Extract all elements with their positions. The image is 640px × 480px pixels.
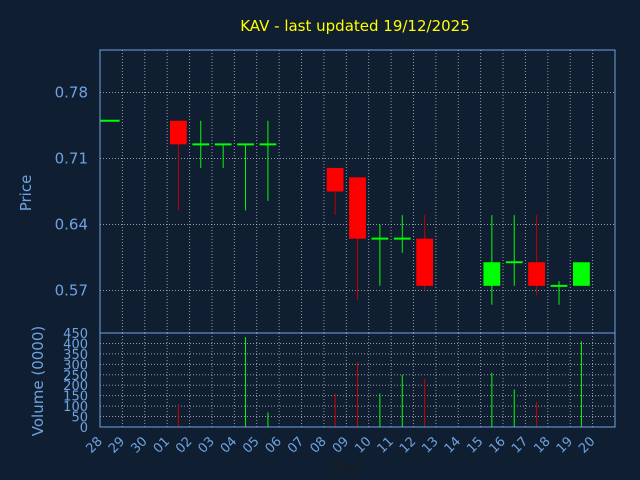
volume-tick-label: 350	[63, 348, 88, 363]
volume-tick-label: 300	[63, 358, 88, 373]
x-tick-label: 20	[576, 434, 598, 456]
price-tick-label: 0.57	[55, 282, 88, 300]
candle-body	[349, 177, 366, 239]
candle-body	[169, 120, 187, 145]
volume-tick-label: 250	[63, 369, 88, 384]
x-tick-label: 03	[195, 434, 217, 456]
x-tick-label: 15	[464, 434, 486, 456]
x-tick-label: 18	[531, 434, 553, 456]
x-tick-label: 09	[330, 434, 352, 456]
volume-tick-label: 200	[63, 379, 88, 394]
x-tick-label: 11	[375, 434, 397, 456]
volume-tick-label: 100	[63, 400, 88, 415]
x-tick-label: 14	[442, 434, 464, 456]
volume-axis-label: Volume (0000)	[29, 326, 47, 436]
volume-tick-label: 50	[71, 411, 88, 426]
candle-body	[483, 262, 501, 286]
volume-panel-frame	[99, 332, 616, 428]
volume-tick-label: 400	[63, 337, 88, 352]
x-tick-label: 17	[509, 434, 531, 456]
volume-tick-label: 450	[63, 327, 88, 342]
volume-tick-label: 150	[63, 390, 88, 405]
x-tick-label: 07	[285, 434, 307, 456]
x-tick-label: 28	[84, 434, 106, 456]
chart-title: KAV - last updated 19/12/2025	[240, 17, 470, 35]
gridlines	[100, 50, 615, 427]
candle-body	[416, 238, 434, 286]
x-tick-label: 19	[554, 434, 576, 456]
x-tick-label: 04	[218, 434, 240, 456]
price-axis-label: Price	[17, 175, 35, 212]
price-tick-label: 0.78	[55, 83, 88, 101]
price-tick-label: 0.71	[55, 149, 88, 167]
x-tick-label: 13	[419, 434, 441, 456]
volume-tick-label: 0	[80, 421, 88, 436]
day-axis-label: Day	[333, 460, 361, 476]
candle-body	[573, 262, 590, 286]
candle-body	[326, 167, 344, 192]
tick-labels: 0.570.640.710.78050100150200250300350400…	[55, 83, 599, 456]
x-tick-label: 01	[151, 434, 173, 456]
x-tick-label: 02	[173, 434, 195, 456]
x-tick-label: 29	[106, 434, 128, 456]
candle-body	[528, 262, 546, 286]
x-tick-label: 08	[307, 434, 329, 456]
x-tick-label: 05	[240, 434, 262, 456]
volume-bars	[177, 337, 582, 427]
x-tick-label: 16	[487, 434, 509, 456]
x-tick-label: 06	[263, 434, 285, 456]
price-tick-label: 0.64	[55, 216, 88, 234]
candles	[100, 119, 590, 305]
x-tick-label: 12	[397, 434, 419, 456]
x-tick-label: 10	[352, 434, 374, 456]
x-tick-label: 30	[128, 434, 150, 456]
